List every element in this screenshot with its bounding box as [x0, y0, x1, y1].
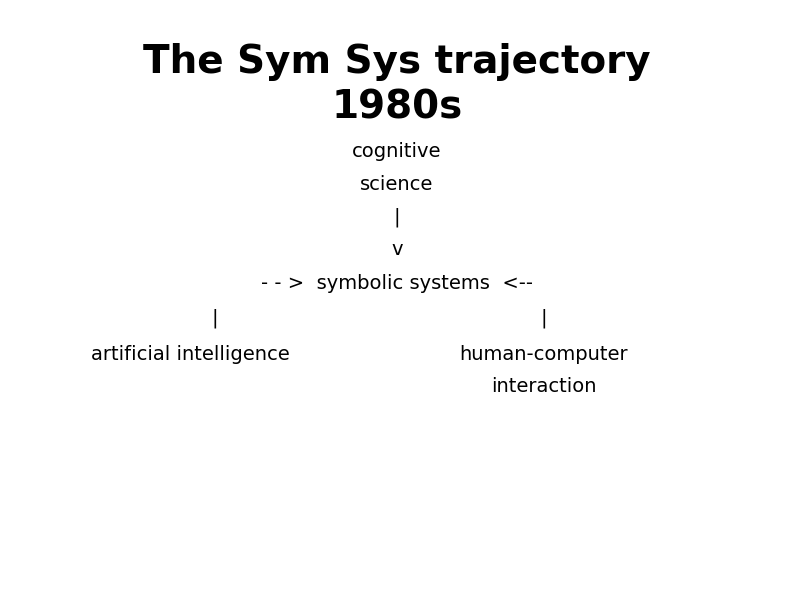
Text: v: v — [391, 240, 403, 259]
Text: - - >  symbolic systems  <--: - - > symbolic systems <-- — [261, 274, 533, 293]
Text: science: science — [360, 175, 434, 194]
Text: 1980s: 1980s — [331, 88, 463, 126]
Text: interaction: interaction — [491, 377, 596, 396]
Text: artificial intelligence: artificial intelligence — [91, 345, 290, 364]
Text: The Sym Sys trajectory: The Sym Sys trajectory — [143, 43, 651, 82]
Text: human-computer: human-computer — [460, 345, 628, 364]
Text: |: | — [211, 309, 218, 328]
Text: |: | — [394, 208, 400, 227]
Text: cognitive: cognitive — [353, 142, 441, 161]
Text: |: | — [541, 309, 547, 328]
